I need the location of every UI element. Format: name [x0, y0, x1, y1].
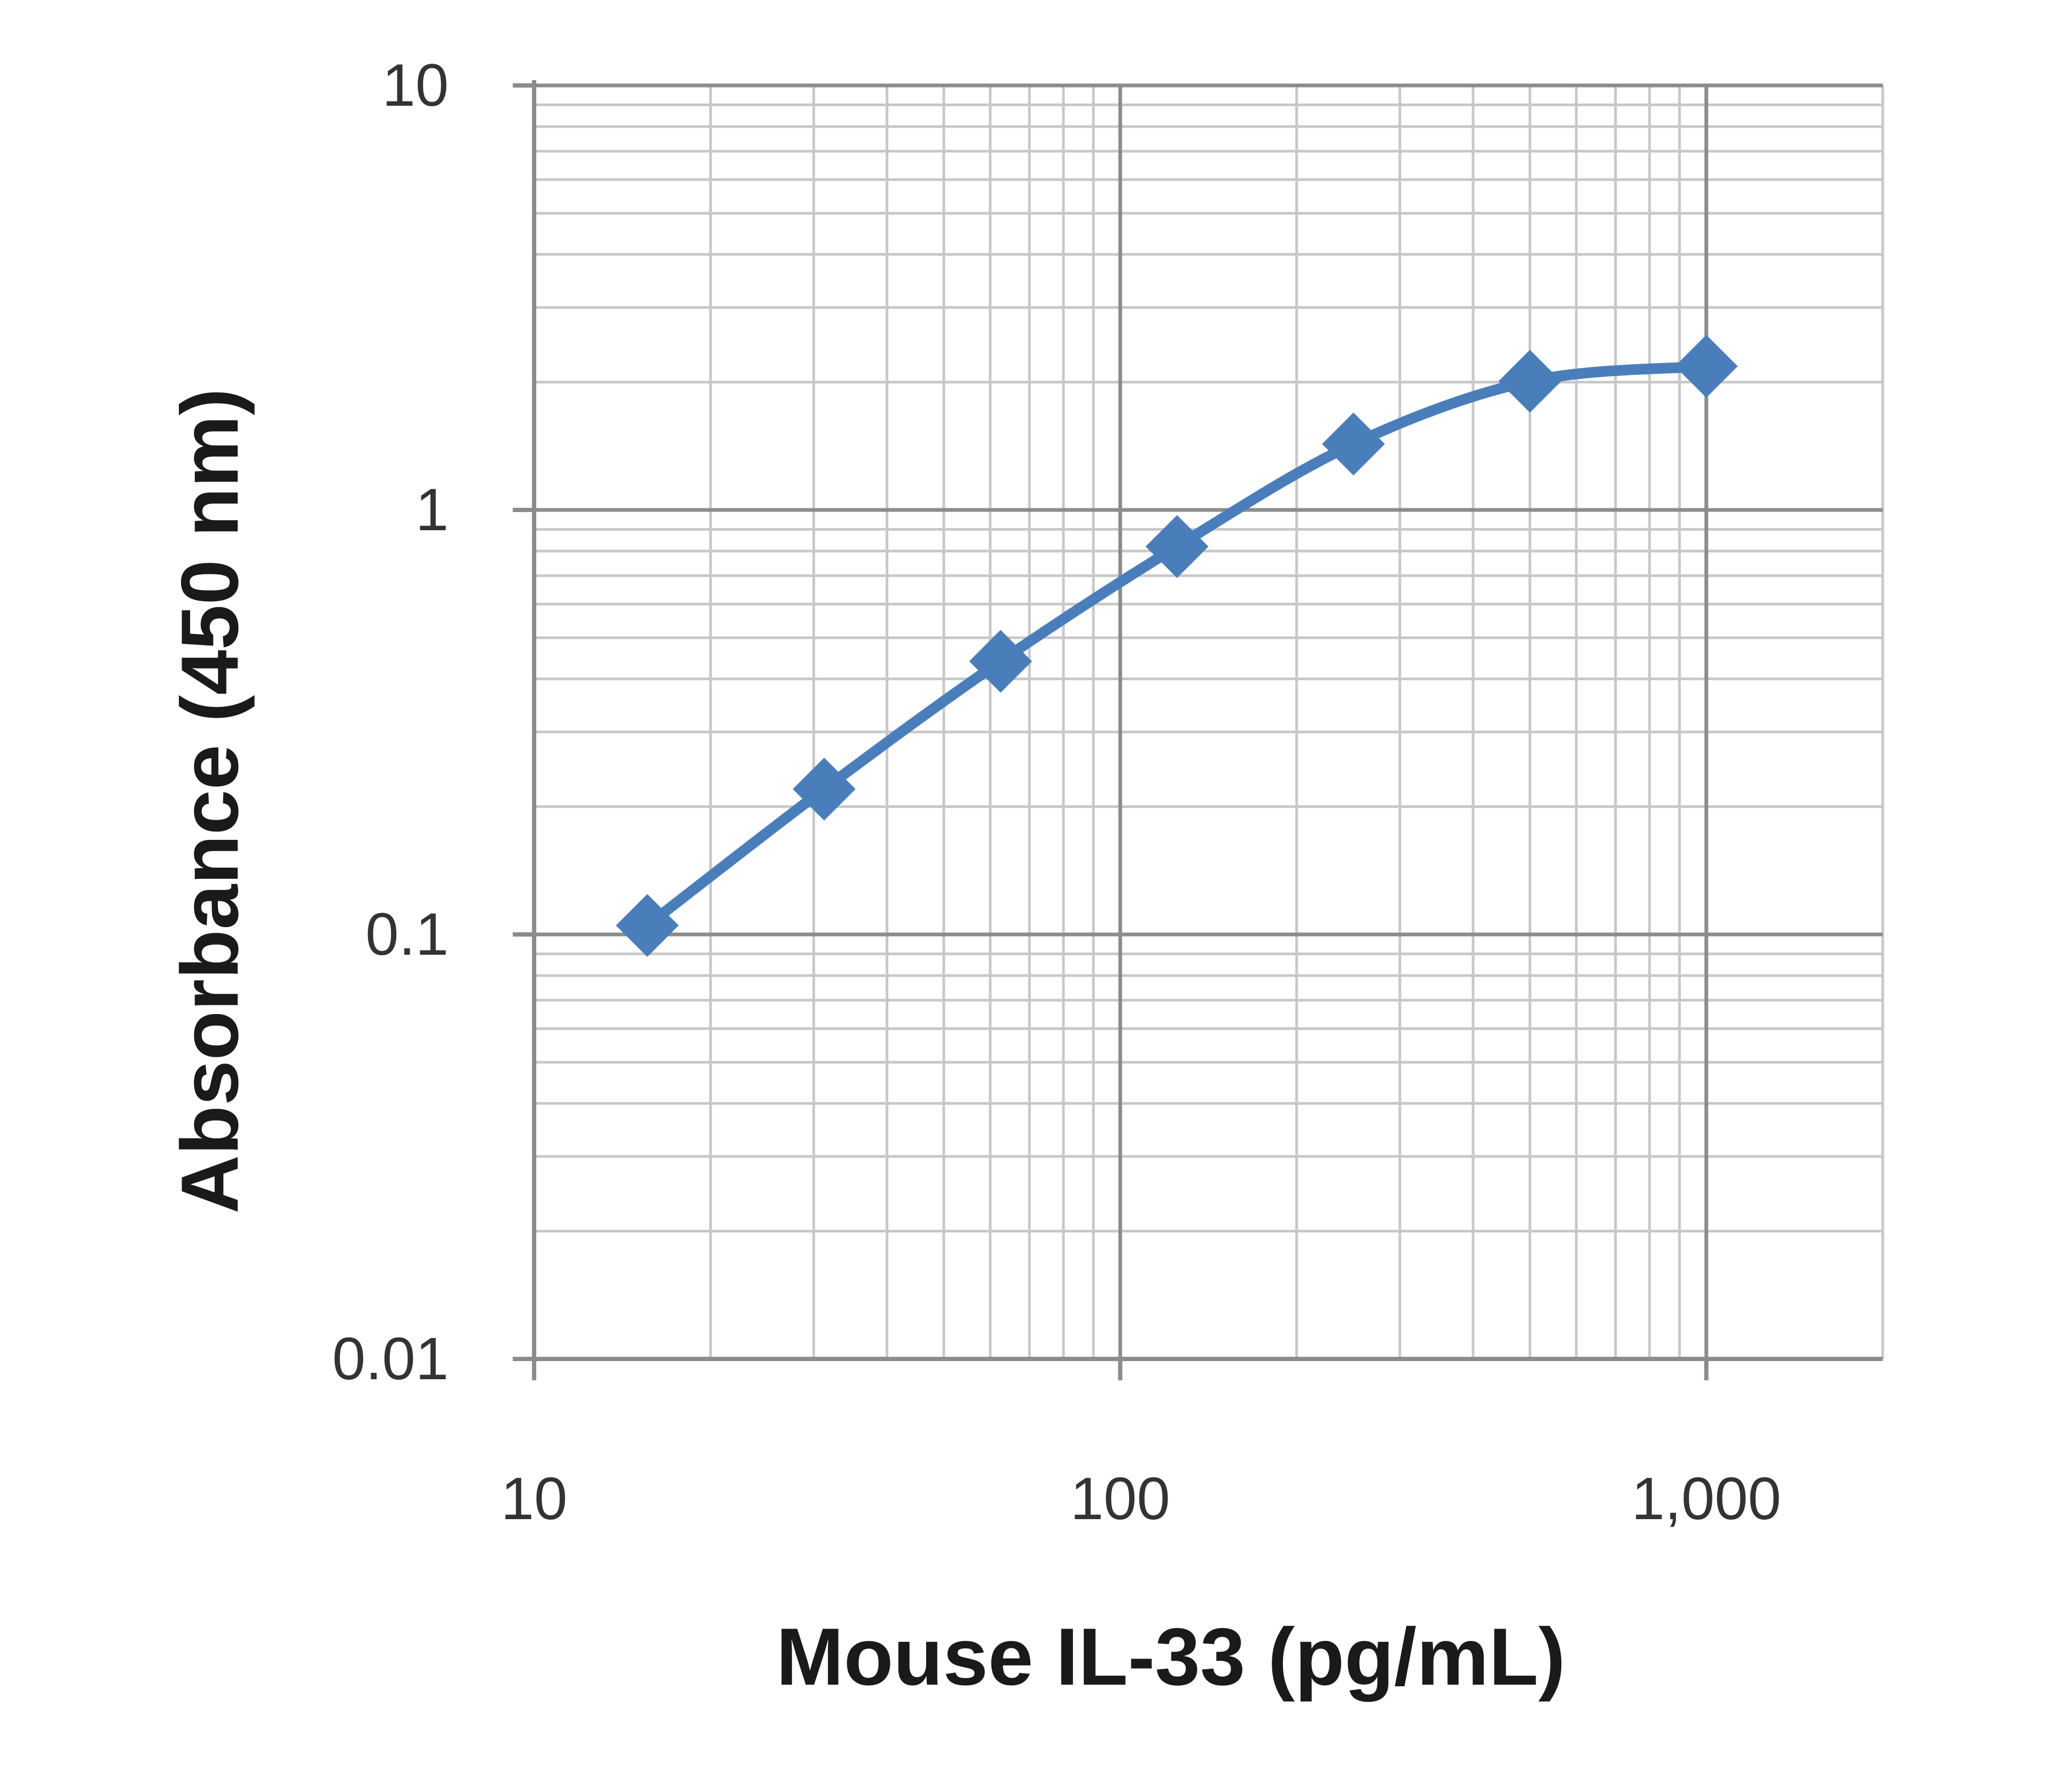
y-tick-label: 1 [416, 476, 449, 543]
data-point-marker [1674, 335, 1738, 398]
data-point-marker [1322, 412, 1385, 476]
minor-gridlines [534, 85, 1884, 1359]
x-tick-label: 1,000 [1632, 1465, 1781, 1532]
y-tick-label: 0.1 [365, 901, 449, 968]
y-tick-label: 0.01 [332, 1325, 449, 1392]
data-point-marker [793, 757, 856, 821]
y-axis-title: Absorbance (450 nm) [165, 388, 255, 1214]
data-point-marker [969, 630, 1032, 693]
x-tick-label: 10 [501, 1465, 568, 1532]
axes [513, 80, 1883, 1380]
data-point-marker [1145, 515, 1209, 578]
x-axis-title: Mouse IL-33 (pg/mL) [776, 1612, 1565, 1702]
data-point-marker [616, 894, 679, 957]
data-point-marker [1498, 350, 1562, 413]
data-series [616, 335, 1738, 957]
y-tick-label: 10 [382, 52, 449, 119]
tick-labels: 0.01 0.1 1 10 10 100 1,000 [332, 52, 1781, 1532]
x-tick-label: 100 [1070, 1465, 1170, 1532]
